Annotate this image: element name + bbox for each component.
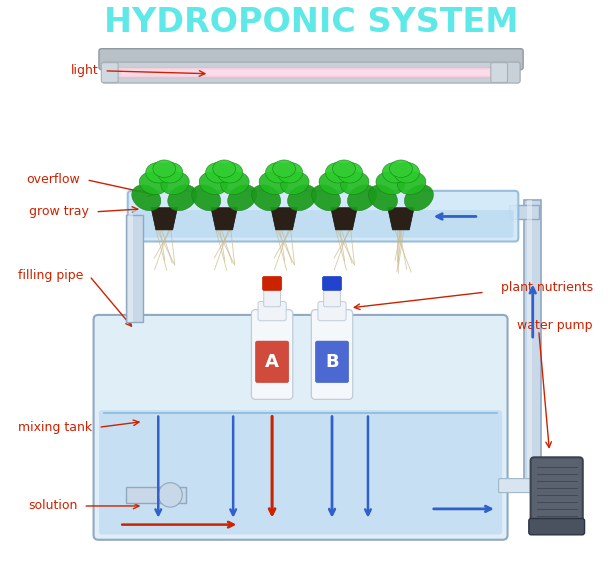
Text: HYDROPONIC SYSTEM: HYDROPONIC SYSTEM: [104, 6, 518, 39]
Ellipse shape: [348, 185, 376, 211]
Text: mixing tank: mixing tank: [18, 421, 92, 434]
Text: A: A: [265, 353, 279, 371]
Ellipse shape: [132, 185, 161, 211]
FancyBboxPatch shape: [312, 309, 353, 400]
FancyBboxPatch shape: [529, 519, 584, 535]
Text: filling pipe: filling pipe: [18, 270, 83, 282]
Ellipse shape: [161, 172, 189, 195]
Ellipse shape: [389, 160, 412, 178]
Ellipse shape: [168, 185, 196, 211]
Ellipse shape: [252, 185, 281, 211]
FancyBboxPatch shape: [94, 315, 507, 540]
FancyBboxPatch shape: [126, 487, 186, 503]
Ellipse shape: [398, 172, 426, 195]
FancyBboxPatch shape: [252, 309, 293, 400]
FancyBboxPatch shape: [133, 210, 513, 237]
Ellipse shape: [368, 185, 397, 211]
Polygon shape: [271, 207, 297, 230]
FancyBboxPatch shape: [264, 286, 280, 306]
Text: plant nutrients: plant nutrients: [501, 281, 592, 294]
Polygon shape: [151, 207, 177, 230]
Ellipse shape: [206, 162, 231, 183]
Ellipse shape: [158, 162, 183, 183]
FancyBboxPatch shape: [122, 70, 501, 76]
FancyBboxPatch shape: [102, 63, 118, 83]
Ellipse shape: [146, 162, 171, 183]
Ellipse shape: [259, 172, 288, 195]
Text: B: B: [325, 353, 339, 371]
FancyBboxPatch shape: [316, 341, 348, 383]
FancyBboxPatch shape: [323, 277, 341, 291]
FancyBboxPatch shape: [318, 302, 346, 321]
Text: water pump: water pump: [517, 319, 592, 332]
FancyBboxPatch shape: [128, 214, 133, 322]
FancyBboxPatch shape: [126, 214, 143, 322]
FancyBboxPatch shape: [99, 410, 502, 534]
FancyBboxPatch shape: [531, 457, 583, 526]
Ellipse shape: [228, 185, 256, 211]
FancyBboxPatch shape: [256, 341, 289, 383]
Ellipse shape: [218, 162, 243, 183]
FancyBboxPatch shape: [258, 302, 286, 321]
Ellipse shape: [288, 185, 316, 211]
Ellipse shape: [159, 483, 182, 507]
Text: grow tray: grow tray: [29, 205, 89, 219]
Ellipse shape: [213, 160, 236, 178]
Ellipse shape: [199, 172, 228, 195]
Ellipse shape: [405, 185, 433, 211]
FancyBboxPatch shape: [128, 191, 518, 241]
Ellipse shape: [153, 160, 176, 178]
Ellipse shape: [281, 172, 309, 195]
FancyBboxPatch shape: [491, 63, 507, 83]
FancyBboxPatch shape: [499, 479, 539, 493]
Ellipse shape: [332, 160, 356, 178]
Ellipse shape: [319, 172, 348, 195]
Polygon shape: [211, 207, 237, 230]
Ellipse shape: [140, 172, 168, 195]
FancyBboxPatch shape: [263, 277, 282, 291]
FancyBboxPatch shape: [324, 286, 340, 306]
Ellipse shape: [394, 162, 419, 183]
Ellipse shape: [341, 172, 369, 195]
Polygon shape: [388, 207, 414, 230]
Ellipse shape: [221, 172, 249, 195]
Ellipse shape: [382, 162, 408, 183]
Ellipse shape: [192, 185, 221, 211]
Text: overflow: overflow: [27, 173, 80, 186]
Ellipse shape: [326, 162, 351, 183]
Text: light: light: [70, 64, 99, 77]
Text: solution: solution: [28, 499, 77, 513]
Polygon shape: [331, 207, 357, 230]
FancyBboxPatch shape: [115, 67, 507, 78]
Ellipse shape: [337, 162, 362, 183]
Ellipse shape: [266, 162, 291, 183]
FancyBboxPatch shape: [102, 62, 520, 83]
Ellipse shape: [277, 162, 303, 183]
FancyBboxPatch shape: [99, 49, 523, 70]
FancyBboxPatch shape: [509, 205, 539, 219]
Ellipse shape: [312, 185, 340, 211]
Ellipse shape: [376, 172, 405, 195]
Ellipse shape: [273, 160, 296, 178]
FancyBboxPatch shape: [524, 200, 541, 492]
FancyBboxPatch shape: [527, 200, 532, 492]
